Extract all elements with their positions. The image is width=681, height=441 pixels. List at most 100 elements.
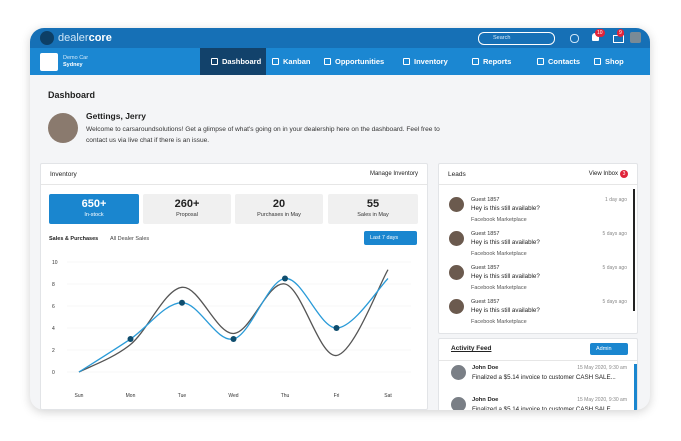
- activity-text: Finalized a $5.14 invoice to customer CA…: [472, 374, 616, 381]
- point-marker: [230, 336, 237, 342]
- y-tick-label: 8: [52, 282, 55, 288]
- nav-item[interactable]: Shop: [605, 57, 624, 66]
- x-tick-label: Fri: [334, 393, 340, 399]
- stat-value: 55: [366, 198, 380, 210]
- page-title: Dashboard: [48, 90, 96, 100]
- stat-value: 650+: [81, 198, 107, 210]
- chart-tab[interactable]: All Dealer Sales: [110, 236, 150, 242]
- lead-name[interactable]: Guest 1857: [471, 197, 500, 203]
- lead-source: Facebook Marketplace: [471, 217, 527, 223]
- nav-icon: [272, 58, 279, 65]
- stat-card[interactable]: 55 Sales in May: [328, 194, 418, 224]
- lead-name[interactable]: Guest 1857: [471, 299, 500, 305]
- activity-time: 15 May 2020, 9:30 am: [577, 365, 627, 371]
- profile-avatar: [48, 113, 78, 143]
- nav-item[interactable]: Kanban: [283, 57, 311, 66]
- lead-message: Hey is this still available?: [471, 205, 540, 212]
- welcome-message: Welcome to carsaroundsolutions! Get a gl…: [86, 126, 440, 144]
- message-badge: 9: [617, 29, 624, 37]
- x-tick-label: Mon: [126, 393, 136, 399]
- logo: dealercore: [58, 31, 112, 45]
- activity-avatar: [451, 365, 466, 380]
- leads-panel: Leads View Inbox 3 Guest 1857 1 day ago He…: [438, 163, 638, 334]
- divider: [41, 184, 427, 185]
- y-tick-label: 10: [52, 260, 58, 266]
- nav-item[interactable]: Dashboard: [222, 57, 262, 66]
- series-line: [78, 269, 389, 373]
- lead-avatar: [449, 231, 464, 246]
- lead-time: 5 days ago: [602, 265, 627, 271]
- nav-item[interactable]: Opportunities: [335, 57, 385, 66]
- panel-title: Inventory: [50, 171, 77, 178]
- dealer-logo: [40, 53, 58, 71]
- settings-icon[interactable]: [570, 34, 579, 43]
- activity-panel: Activity Feed Admin John Doe 15 May 2020,…: [438, 338, 638, 410]
- point-marker: [179, 299, 185, 306]
- scrollbar[interactable]: [633, 189, 635, 311]
- nav-icon: [594, 58, 601, 65]
- x-tick-label: Sun: [75, 393, 84, 399]
- stat-label: In-stock: [84, 212, 104, 218]
- nav-icon: [211, 58, 218, 65]
- x-tick-label: Tue: [178, 393, 187, 399]
- dealer-name: Demo Car: [63, 55, 89, 61]
- lead-name[interactable]: Guest 1857: [471, 231, 500, 237]
- lead-message: Hey is this still available?: [471, 273, 540, 280]
- point-marker: [127, 336, 134, 342]
- range-dropdown[interactable]: Last 7 days: [364, 231, 417, 245]
- nav-item[interactable]: Contacts: [548, 57, 581, 66]
- stat-value: 20: [272, 198, 286, 210]
- lead-avatar: [449, 299, 464, 314]
- stat-card[interactable]: 650+ In-stock: [49, 194, 139, 224]
- divider: [439, 360, 637, 361]
- y-tick-label: 2: [52, 348, 55, 354]
- manage-inventory-link[interactable]: Manage Inventory: [369, 171, 418, 177]
- activity-name: John Doe: [472, 365, 499, 371]
- inbox-badge: 3: [620, 170, 628, 178]
- activity-name: John Doe: [472, 397, 499, 403]
- stat-value: 260+: [174, 198, 200, 210]
- panel-title: Activity Feed: [451, 345, 492, 352]
- inventory-panel: Inventory Manage Inventory Sales & Purch…: [40, 163, 428, 410]
- lead-source: Facebook Marketplace: [471, 251, 527, 257]
- lead-message: Hey is this still available?: [471, 239, 540, 246]
- chart: 0 2 4 6 8 10 Sun Mon Tue Wed Thu Fri Sat: [52, 260, 411, 399]
- filter-dropdown[interactable]: Admin: [590, 343, 628, 355]
- stat-label: Proposal: [176, 212, 198, 218]
- lead-avatar: [449, 265, 464, 280]
- stat-card[interactable]: 20 Purchases in May: [235, 194, 323, 224]
- stat-card[interactable]: 260+ Proposal: [143, 194, 231, 224]
- lead-name[interactable]: Guest 1857: [471, 265, 500, 271]
- lead-message: Hey is this still available?: [471, 307, 540, 314]
- range-label: Last 7 days: [370, 235, 399, 241]
- y-tick-label: 0: [52, 370, 55, 376]
- nav-icon: [537, 58, 544, 65]
- search-placeholder: Search: [493, 35, 511, 41]
- top-bar: dealercore Search 10 9: [30, 28, 650, 48]
- lead-source: Facebook Marketplace: [471, 319, 527, 325]
- view-inbox-link[interactable]: View Inbox: [588, 171, 618, 177]
- user-avatar[interactable]: [630, 32, 641, 43]
- activity-time: 15 May 2020, 9:30 am: [577, 397, 627, 403]
- divider: [439, 184, 637, 185]
- nav-icon: [324, 58, 331, 65]
- bell-icon[interactable]: [592, 33, 599, 41]
- notification-badge: 10: [595, 29, 605, 37]
- x-tick-label: Wed: [228, 393, 238, 399]
- filter-label: Admin: [596, 346, 612, 352]
- chart-tab[interactable]: Sales & Purchases: [49, 236, 99, 242]
- nav-icon: [472, 58, 479, 65]
- y-tick-label: 4: [52, 326, 55, 332]
- search-box[interactable]: Search: [478, 32, 555, 45]
- lead-avatar: [449, 197, 464, 212]
- stat-label: Purchases in May: [257, 212, 301, 218]
- panel-title: Leads: [448, 171, 466, 178]
- logo-part: core: [88, 32, 112, 44]
- stat-label: Sales in May: [357, 212, 389, 218]
- greeting: Gettings, Jerry: [86, 111, 146, 121]
- nav-item[interactable]: Inventory: [414, 57, 448, 66]
- nav-item[interactable]: Reports: [483, 57, 512, 66]
- logo-mark: [40, 31, 54, 45]
- x-tick-label: Sat: [384, 393, 392, 399]
